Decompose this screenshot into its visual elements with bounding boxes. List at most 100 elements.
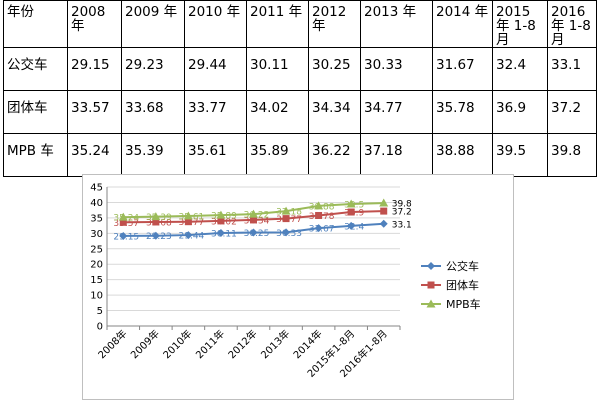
- table-cell: 30.11: [246, 47, 309, 91]
- data-table: 年份 2008 年 2009 年 2010 年 2011 年 2012 年 20…: [3, 0, 597, 177]
- table-header-row: 年份 2008 年 2009 年 2010 年 2011 年 2012 年 20…: [3, 0, 597, 48]
- data-point-marker: [183, 211, 193, 220]
- table-cell: 35.89: [246, 133, 309, 177]
- data-label: 34.34: [244, 216, 270, 226]
- x-tick-label: 2011年: [193, 327, 227, 361]
- y-tick-label: 40: [90, 198, 103, 209]
- header-cell: 2008 年: [67, 0, 122, 48]
- data-point-marker: [217, 217, 225, 225]
- y-tick-label: 35: [90, 213, 103, 224]
- table-cell: 37.18: [360, 133, 433, 177]
- table-cell: 34.77: [360, 90, 433, 134]
- x-tick-label: 2014年: [290, 327, 324, 361]
- table-cell: 33.68: [121, 90, 185, 134]
- data-label: 35.78: [309, 212, 335, 222]
- data-label: 33.1: [392, 220, 412, 230]
- table-cell: 35.24: [67, 133, 122, 177]
- y-tick-label: 45: [90, 183, 103, 194]
- table-cell: 30.25: [308, 47, 361, 91]
- data-label: 29.44: [179, 232, 205, 242]
- data-label: 38.88: [309, 202, 335, 212]
- header-cell: 2015 年 1-8 月: [492, 0, 548, 48]
- data-point-marker: [426, 299, 436, 308]
- data-point-marker: [281, 206, 291, 215]
- table-row: MPB 车 35.24 35.39 35.61 35.89 36.22 37.1…: [3, 133, 597, 177]
- data-point-marker: [347, 208, 355, 216]
- table-cell: 31.67: [432, 47, 493, 91]
- data-point-marker: [249, 209, 258, 218]
- table-cell: 35.78: [432, 90, 493, 134]
- data-point-marker: [184, 218, 192, 226]
- data-point-marker: [184, 231, 193, 240]
- header-cell: 2016 年 1-8 月: [547, 0, 597, 48]
- y-tick-label: 0: [97, 322, 103, 333]
- table-cell: 36.9: [492, 90, 548, 134]
- data-point-marker: [379, 219, 388, 228]
- data-label: 39.5: [344, 200, 364, 210]
- data-point-marker: [216, 210, 226, 219]
- table-cell: 32.4: [492, 47, 548, 91]
- header-cell: 2009 年: [121, 0, 185, 48]
- y-tick-label: 30: [90, 229, 103, 240]
- data-label: 37.18: [276, 208, 302, 218]
- table-cell: 30.33: [360, 47, 433, 91]
- data-label: 35.24: [113, 214, 139, 224]
- x-tick-label: 2009年: [128, 327, 162, 361]
- x-tick-label: 2013年: [258, 327, 292, 361]
- data-label: 39.8: [392, 200, 412, 210]
- y-tick-label: 5: [97, 306, 103, 317]
- header-cell: 2011 年: [246, 0, 309, 48]
- table-cell: 29.44: [184, 47, 247, 91]
- data-label: 33.77: [179, 218, 205, 228]
- y-tick-label: 10: [90, 291, 103, 302]
- x-tick-label: 2010年: [160, 327, 194, 361]
- table-cell: 39.8: [547, 133, 597, 177]
- data-label: 32.4: [344, 222, 364, 232]
- table-row: 公交车 29.15 29.23 29.44 30.11 30.25 30.33 …: [3, 47, 597, 91]
- row-header-cell: 公交车: [3, 47, 68, 91]
- data-label: 36.9: [344, 209, 364, 219]
- legend-label: MPB车: [446, 297, 481, 311]
- table-cell: 35.61: [184, 133, 247, 177]
- data-point-marker: [118, 212, 128, 221]
- header-cell: 2013 年: [360, 0, 433, 48]
- table-cell: 34.02: [246, 90, 309, 134]
- table-cell: 29.23: [121, 47, 185, 91]
- y-tick-label: 20: [90, 260, 103, 271]
- table-cell: 39.5: [492, 133, 548, 177]
- data-point-marker: [282, 228, 291, 237]
- data-label: 35.89: [211, 212, 237, 222]
- row-header-cell: 团体车: [3, 90, 68, 134]
- chart-frame: 0 5 10 15 20 25 30 35 40 45 2008年 2009年 2010年 2011年 20…: [82, 174, 514, 400]
- table-cell: 38.88: [432, 133, 493, 177]
- data-label: 31.67: [309, 225, 335, 235]
- data-label: 34.77: [276, 215, 302, 225]
- table-cell: 29.15: [67, 47, 122, 91]
- header-cell: 年份: [3, 0, 68, 48]
- data-point-marker: [314, 201, 324, 210]
- table-cell: 37.2: [547, 90, 597, 134]
- data-label: 36.22: [244, 211, 270, 221]
- y-tick-label: 25: [90, 244, 103, 255]
- data-point-marker: [314, 224, 323, 233]
- data-point-marker: [152, 218, 160, 226]
- data-point-marker: [249, 228, 258, 237]
- table-cell: 34.34: [308, 90, 361, 134]
- table-cell: 36.22: [308, 133, 361, 177]
- header-cell: 2010 年: [184, 0, 247, 48]
- legend-label: 团体车: [446, 278, 479, 292]
- table-cell: 35.39: [121, 133, 185, 177]
- row-header-cell: MPB 车: [3, 133, 68, 177]
- data-point-marker: [151, 212, 161, 221]
- legend-label: 公交车: [446, 259, 479, 273]
- data-point-marker: [346, 199, 356, 208]
- data-label: 30.33: [276, 229, 302, 239]
- data-point-marker: [379, 198, 389, 207]
- data-point-marker: [282, 215, 290, 223]
- table-cell: 33.77: [184, 90, 247, 134]
- data-label: 30.25: [244, 229, 270, 239]
- data-label: 37.2: [392, 208, 412, 218]
- data-label: 34.02: [211, 217, 237, 227]
- data-label: 33.68: [146, 218, 172, 228]
